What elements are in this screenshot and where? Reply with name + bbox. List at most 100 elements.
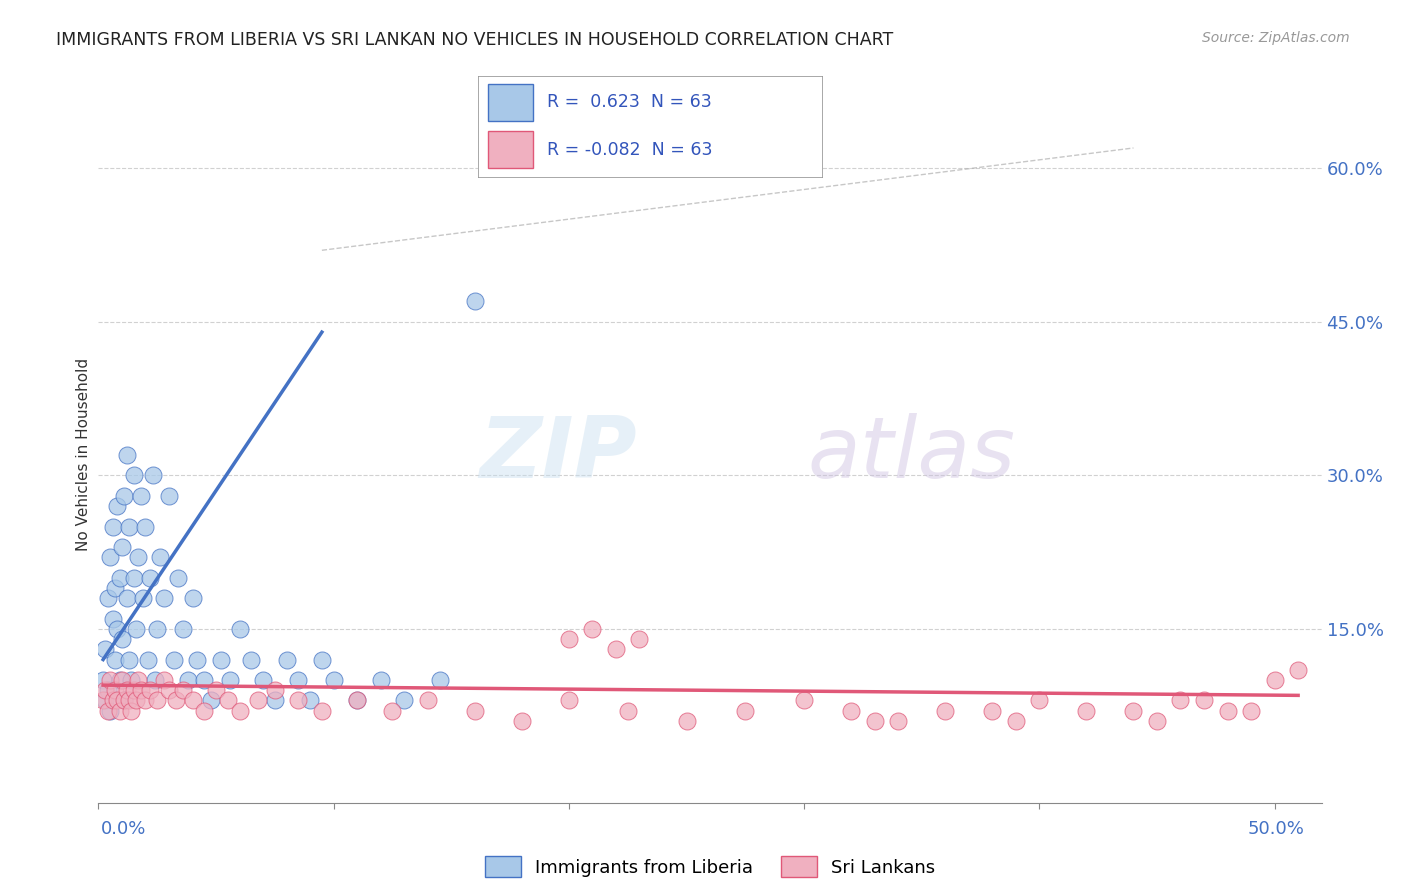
Legend: Immigrants from Liberia, Sri Lankans: Immigrants from Liberia, Sri Lankans	[478, 849, 942, 884]
Point	[91, 673, 114, 687]
Point	[311, 652, 333, 666]
Point	[981, 704, 1004, 718]
Text: ZIP: ZIP	[479, 413, 637, 497]
Point	[205, 683, 228, 698]
Point	[97, 591, 120, 606]
Point	[132, 591, 155, 606]
Point	[1264, 673, 1286, 687]
Point	[228, 704, 250, 718]
Point	[153, 673, 176, 687]
Point	[139, 571, 162, 585]
Point	[125, 622, 148, 636]
Point	[108, 704, 131, 718]
Point	[120, 704, 142, 718]
Point	[193, 704, 215, 718]
Text: IMMIGRANTS FROM LIBERIA VS SRI LANKAN NO VEHICLES IN HOUSEHOLD CORRELATION CHART: IMMIGRANTS FROM LIBERIA VS SRI LANKAN NO…	[56, 31, 893, 49]
FancyBboxPatch shape	[488, 131, 533, 168]
Point	[163, 652, 186, 666]
Point	[675, 714, 697, 728]
Point	[228, 622, 250, 636]
Point	[97, 683, 120, 698]
Point	[247, 693, 270, 707]
Point	[217, 693, 239, 707]
Point	[91, 693, 114, 707]
Point	[105, 499, 128, 513]
Point	[94, 683, 117, 698]
Point	[240, 652, 263, 666]
Point	[94, 693, 117, 707]
Point	[111, 632, 134, 646]
Point	[108, 571, 131, 585]
Point	[287, 693, 309, 707]
Point	[605, 642, 627, 657]
Point	[558, 632, 581, 646]
Point	[172, 622, 194, 636]
Point	[172, 683, 194, 698]
Point	[97, 704, 120, 718]
Point	[104, 581, 127, 595]
Point	[112, 693, 135, 707]
Point	[134, 519, 156, 533]
FancyBboxPatch shape	[478, 76, 823, 178]
Point	[628, 632, 651, 646]
Point	[429, 673, 451, 687]
Point	[311, 704, 333, 718]
Point	[111, 673, 134, 687]
Point	[252, 673, 274, 687]
Point	[1192, 693, 1215, 707]
Point	[122, 468, 145, 483]
Point	[139, 683, 162, 698]
Point	[200, 693, 222, 707]
Point	[118, 693, 141, 707]
Point	[322, 673, 344, 687]
Point	[1076, 704, 1098, 718]
Point	[98, 673, 121, 687]
Point	[149, 550, 172, 565]
Point	[186, 652, 208, 666]
Point	[1146, 714, 1168, 728]
Point	[558, 693, 581, 707]
Point	[181, 591, 204, 606]
Text: Source: ZipAtlas.com: Source: ZipAtlas.com	[1202, 31, 1350, 45]
Text: atlas: atlas	[808, 413, 1017, 497]
Point	[129, 489, 152, 503]
Point	[127, 673, 149, 687]
Text: R =  0.623  N = 63: R = 0.623 N = 63	[547, 94, 711, 112]
Point	[1240, 704, 1263, 718]
Point	[146, 693, 169, 707]
Point	[464, 704, 486, 718]
Point	[1028, 693, 1050, 707]
Point	[115, 448, 138, 462]
Text: R = -0.082  N = 63: R = -0.082 N = 63	[547, 141, 713, 159]
Point	[146, 622, 169, 636]
Point	[141, 468, 163, 483]
Point	[101, 612, 124, 626]
Text: 50.0%: 50.0%	[1249, 820, 1305, 838]
Point	[299, 693, 322, 707]
Point	[392, 693, 416, 707]
Point	[115, 591, 138, 606]
Point	[157, 683, 180, 698]
Point	[101, 693, 124, 707]
Point	[153, 591, 176, 606]
Point	[167, 571, 190, 585]
Point	[118, 652, 141, 666]
Point	[112, 693, 135, 707]
Point	[1170, 693, 1192, 707]
Point	[346, 693, 368, 707]
Text: 0.0%: 0.0%	[101, 820, 146, 838]
Point	[181, 693, 204, 707]
Point	[136, 652, 159, 666]
Point	[177, 673, 200, 687]
Point	[1216, 704, 1239, 718]
Point	[111, 540, 134, 554]
Point	[209, 652, 232, 666]
Point	[108, 673, 131, 687]
Point	[370, 673, 392, 687]
Point	[793, 693, 815, 707]
Point	[157, 489, 180, 503]
Point	[122, 683, 145, 698]
Point	[464, 294, 486, 309]
Point	[101, 519, 124, 533]
Point	[416, 693, 439, 707]
